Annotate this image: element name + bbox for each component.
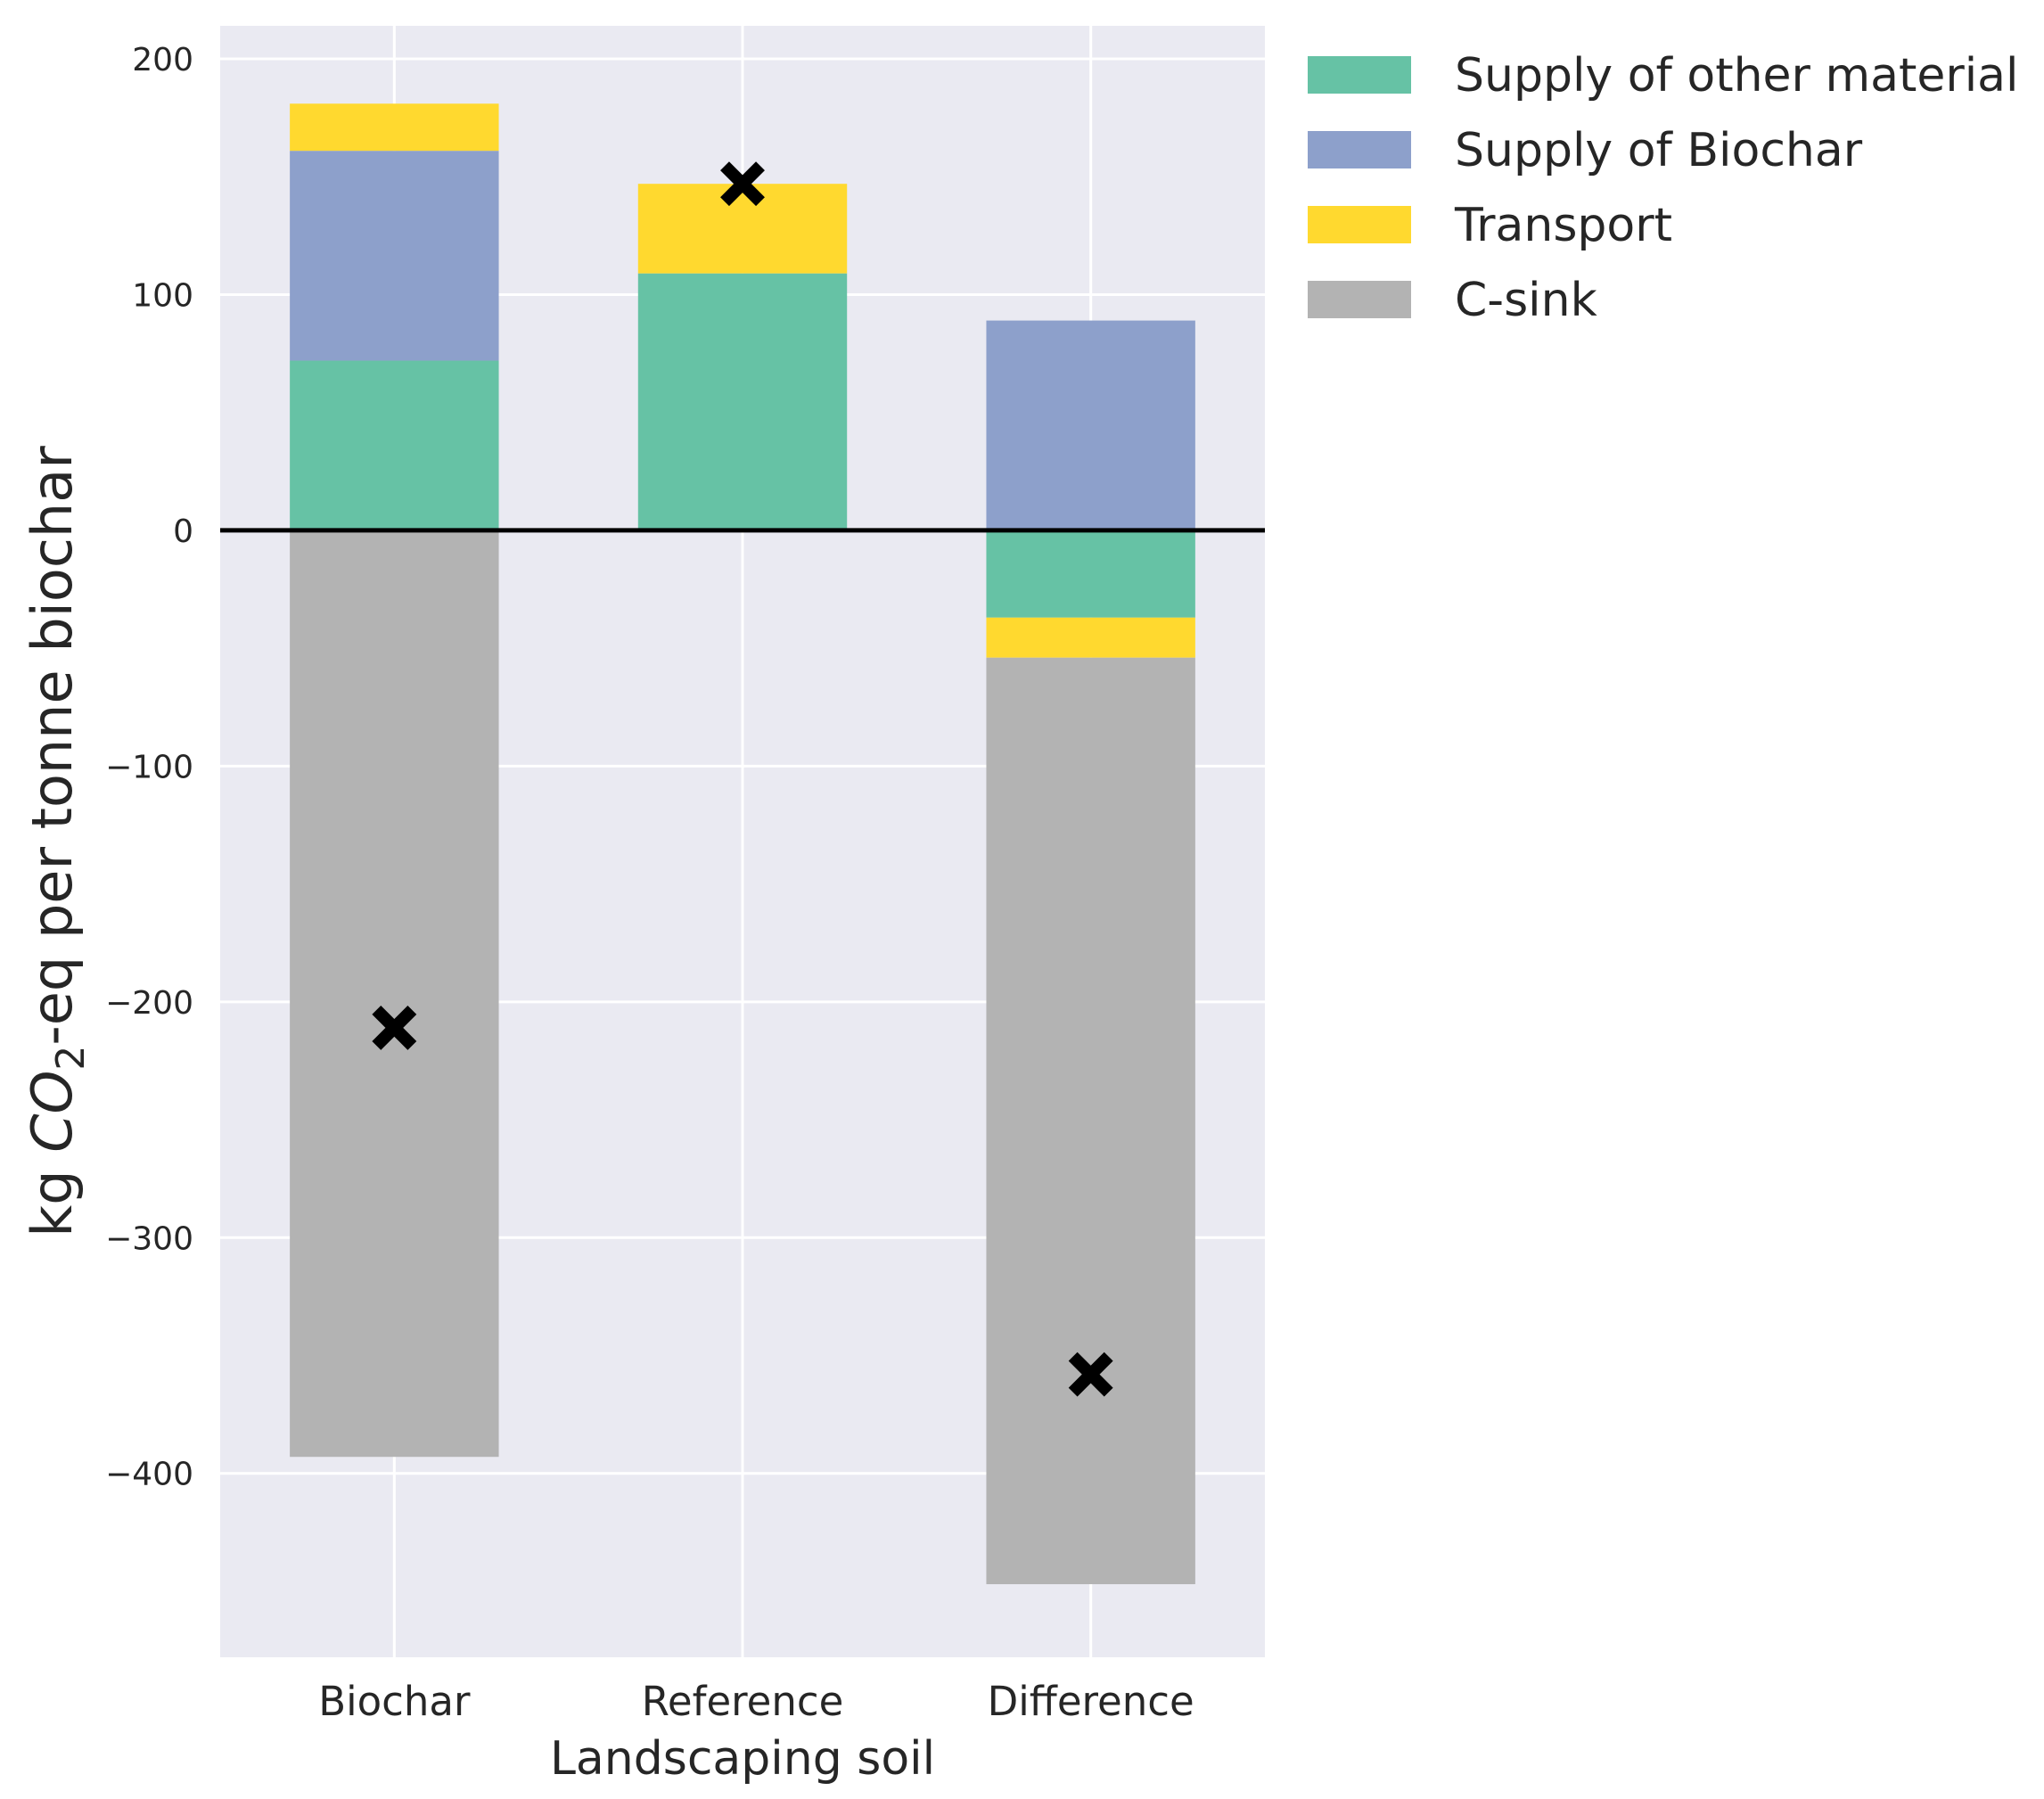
bar-segment: [290, 530, 499, 1458]
bar-segment: [986, 530, 1195, 618]
x-axis-label: Landscaping soil: [550, 1732, 935, 1786]
legend-swatch: [1308, 56, 1411, 94]
net-marker-group: [372, 161, 1113, 1397]
legend-swatch: [1308, 281, 1411, 318]
y-axis-label-prefix: kg: [20, 1153, 85, 1237]
legend: Supply of other material Supply of Biocha…: [1308, 49, 2018, 327]
bar-segment: [290, 103, 499, 152]
y-tick-label: −300: [105, 1220, 193, 1257]
bar-segment: [637, 184, 848, 274]
x-tick-label: Difference: [988, 1678, 1194, 1725]
bar-stack-group: [290, 103, 1195, 1585]
net-marker: [1068, 1351, 1113, 1397]
bar-segment: [986, 617, 1195, 658]
bar-segment: [290, 360, 499, 530]
x-tick-label: Reference: [642, 1678, 844, 1725]
y-axis-label-sub: 2: [48, 1046, 94, 1071]
y-tick-label: −400: [105, 1457, 193, 1493]
y-axis-label: kg CO2-eq per tonne biochar: [20, 446, 94, 1237]
legend-label: Transport: [1454, 199, 1672, 252]
y-tick-label: 200: [132, 42, 193, 78]
bar-segment: [986, 657, 1195, 1585]
legend-swatch: [1308, 206, 1411, 243]
legend-label: Supply of other material: [1455, 49, 2018, 103]
bar-segment: [637, 273, 848, 530]
x-tick-label: Biochar: [318, 1678, 471, 1725]
legend-label: Supply of Biochar: [1455, 124, 1863, 177]
y-tick-label: −200: [105, 985, 193, 1022]
bar-segment: [986, 320, 1195, 530]
y-tick-label: 0: [173, 513, 193, 550]
y-axis-label-suffix: -eq per tonne biochar: [20, 446, 85, 1046]
x-tick-labels: Biochar Reference Difference: [318, 1678, 1194, 1725]
legend-label: C-sink: [1455, 274, 1597, 327]
y-tick-label: −100: [105, 749, 193, 785]
y-tick-labels: 200 100 0 −100 −200 −300 −400: [105, 42, 193, 1493]
y-axis-label-var: CO: [20, 1071, 85, 1153]
net-marker: [720, 161, 765, 207]
legend-swatch: [1308, 131, 1411, 168]
bar-segment: [290, 151, 499, 361]
net-marker: [372, 1005, 417, 1050]
y-tick-label: 100: [132, 277, 193, 314]
